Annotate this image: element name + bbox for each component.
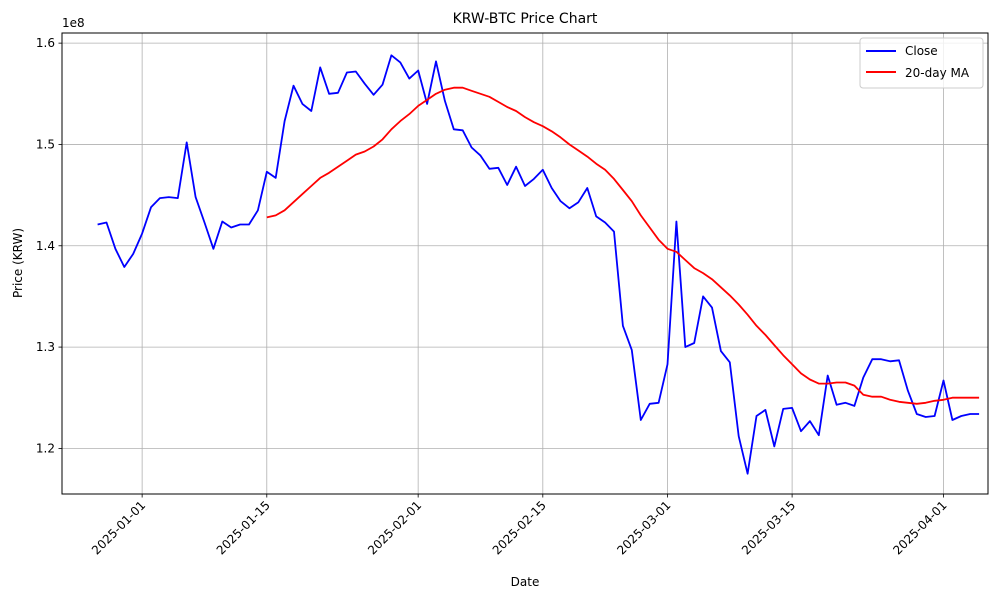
plot-lines bbox=[97, 54, 980, 475]
plot-frame bbox=[61, 32, 989, 495]
y-tick-label: 1.6 bbox=[36, 36, 55, 50]
y-tick-label: 1.5 bbox=[36, 137, 55, 151]
legend: Close 20-day MA bbox=[859, 37, 984, 89]
ma-series-line bbox=[266, 86, 980, 405]
legend-close-label: Close bbox=[905, 44, 938, 58]
y-tick-label: 1.4 bbox=[36, 239, 55, 253]
grid bbox=[62, 33, 988, 494]
chart-title: KRW-BTC Price Chart bbox=[453, 11, 598, 27]
x-axis-title: Date bbox=[511, 575, 540, 589]
legend-ma-label: 20-day MA bbox=[905, 66, 970, 80]
y-tick-label: 1.2 bbox=[36, 441, 55, 455]
y-axis-title: Price (KRW) bbox=[11, 228, 25, 298]
y-scale-label: 1e8 bbox=[62, 16, 85, 30]
y-tick-label: 1.3 bbox=[36, 340, 55, 354]
close-series-line bbox=[97, 54, 980, 475]
